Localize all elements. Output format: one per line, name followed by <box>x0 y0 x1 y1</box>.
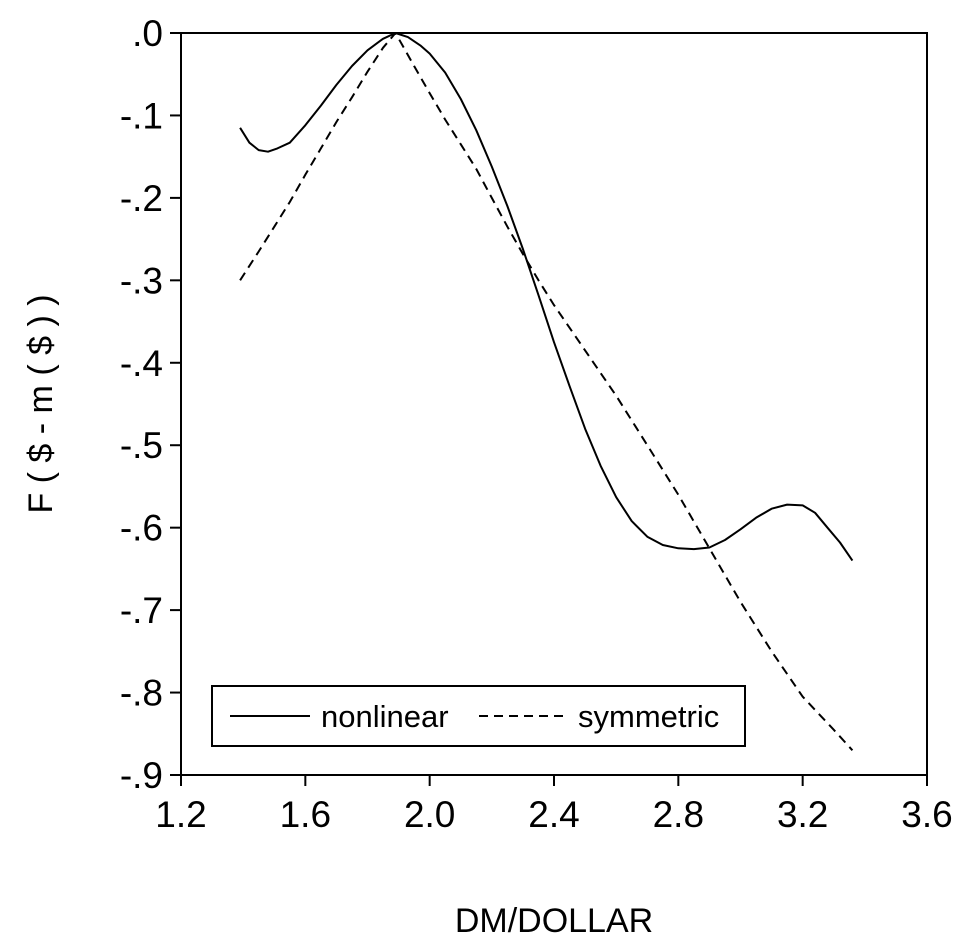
x-tick-label: 3.6 <box>901 794 952 835</box>
x-axis-title: DM/DOLLAR <box>455 902 653 938</box>
y-tick-label: -.3 <box>120 260 163 301</box>
legend: nonlinear symmetric <box>211 685 746 747</box>
x-tick-label: 2.8 <box>653 794 704 835</box>
y-tick-label: -.7 <box>120 590 163 631</box>
y-axis-ticks: .0 -.1 -.2 -.3 -.4 -.5 -.6 -.7 -.8 -.9 <box>120 13 181 796</box>
y-tick-label: -.9 <box>120 755 163 796</box>
y-tick-label: -.6 <box>120 508 163 549</box>
legend-label-nonlinear: nonlinear <box>321 699 449 734</box>
x-tick-label: 3.2 <box>777 794 828 835</box>
y-tick-label: -.5 <box>120 425 163 466</box>
series-line-symmetric <box>239 32 854 751</box>
series-line-nonlinear <box>239 32 854 562</box>
y-tick-label: .0 <box>132 13 163 54</box>
y-tick-label: -.4 <box>120 343 163 384</box>
x-tick-label: 1.2 <box>155 794 206 835</box>
x-tick-label: 1.6 <box>280 794 331 835</box>
y-tick-label: -.1 <box>120 95 163 136</box>
y-axis-title: F ( $ - m ( $ ) ) <box>22 294 60 513</box>
x-tick-label: 2.0 <box>404 794 455 835</box>
series-lines <box>239 32 854 751</box>
plot-frame <box>180 32 928 776</box>
x-axis-ticks: 1.2 1.6 2.0 2.4 2.8 3.2 3.6 <box>155 775 953 835</box>
x-tick-label: 2.4 <box>528 794 579 835</box>
y-tick-label: -.8 <box>120 673 163 714</box>
legend-label-symmetric: symmetric <box>578 699 719 734</box>
y-tick-label: -.2 <box>120 178 163 219</box>
